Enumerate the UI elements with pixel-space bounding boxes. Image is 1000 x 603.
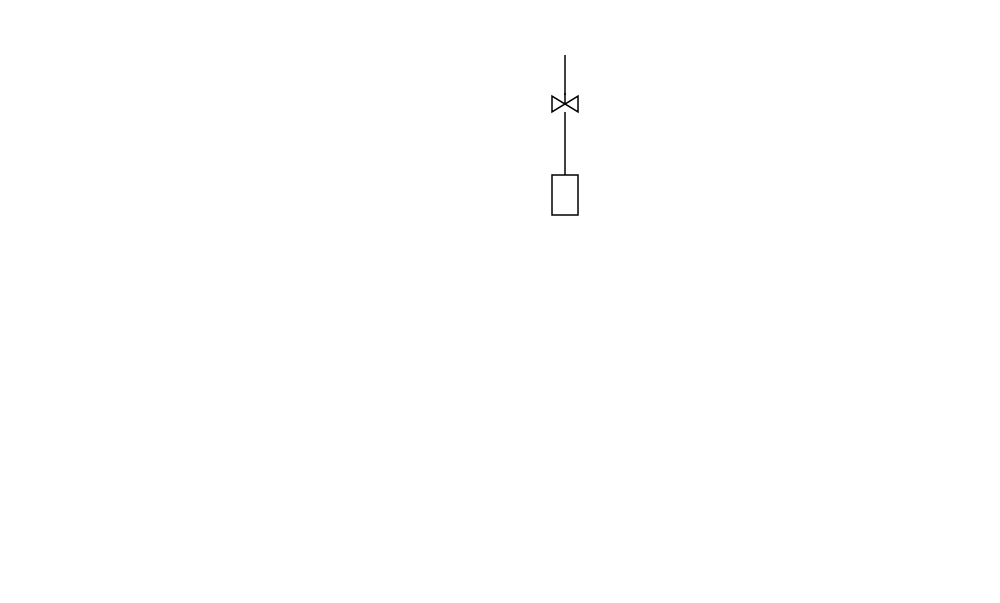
svg-marker-3: [565, 96, 578, 112]
svg-rect-5: [552, 175, 578, 215]
svg-marker-2: [552, 96, 565, 112]
